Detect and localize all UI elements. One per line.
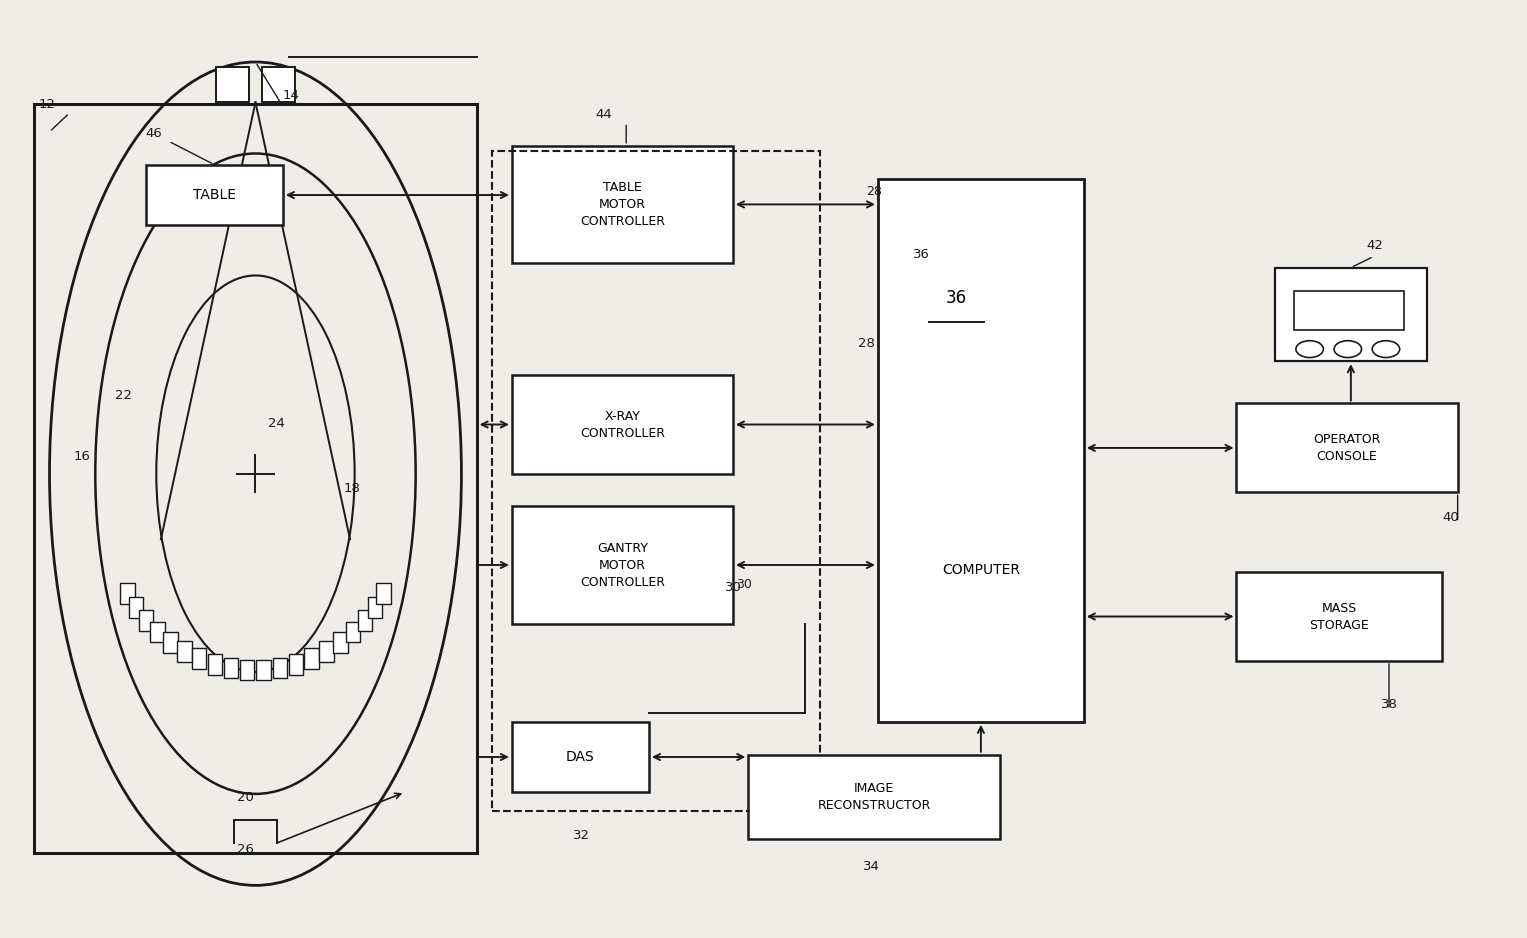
Bar: [878, 178, 1084, 722]
Bar: [240, 659, 255, 680]
Text: 36: 36: [913, 249, 930, 262]
Text: OPERATOR
CONSOLE: OPERATOR CONSOLE: [1313, 433, 1380, 463]
Text: 12: 12: [38, 98, 56, 112]
Bar: [492, 151, 820, 810]
Bar: [273, 658, 287, 678]
Bar: [121, 582, 134, 603]
Text: TABLE: TABLE: [192, 188, 235, 202]
Text: GANTRY
MOTOR
CONTROLLER: GANTRY MOTOR CONTROLLER: [580, 541, 664, 588]
Text: 16: 16: [73, 449, 90, 462]
Bar: [261, 67, 295, 102]
Bar: [151, 622, 165, 643]
Text: X-RAY
CONTROLLER: X-RAY CONTROLLER: [580, 410, 664, 440]
Bar: [748, 755, 1000, 839]
Bar: [512, 507, 733, 624]
Bar: [512, 722, 649, 792]
Text: 44: 44: [596, 108, 612, 121]
Text: MASS
STORAGE: MASS STORAGE: [1310, 601, 1370, 631]
Bar: [368, 597, 382, 617]
Bar: [145, 164, 282, 225]
Bar: [333, 632, 348, 653]
Bar: [1275, 267, 1428, 361]
Bar: [215, 67, 249, 102]
Text: 20: 20: [237, 792, 253, 805]
Text: 24: 24: [267, 416, 284, 430]
Bar: [139, 610, 153, 630]
Text: TABLE
MOTOR
CONTROLLER: TABLE MOTOR CONTROLLER: [580, 181, 664, 228]
Text: 46: 46: [145, 127, 162, 140]
Bar: [128, 597, 144, 617]
Text: 34: 34: [863, 860, 880, 873]
Bar: [1237, 572, 1443, 661]
Bar: [289, 654, 304, 674]
Text: 22: 22: [115, 388, 133, 401]
Bar: [1237, 403, 1458, 492]
Bar: [304, 648, 319, 669]
Bar: [177, 642, 192, 661]
Bar: [163, 632, 177, 653]
Bar: [512, 375, 733, 474]
Text: COMPUTER: COMPUTER: [942, 563, 1020, 577]
Bar: [223, 658, 238, 678]
Text: 42: 42: [1367, 239, 1383, 252]
Bar: [34, 104, 476, 853]
Bar: [208, 654, 221, 674]
Text: 32: 32: [573, 829, 589, 842]
Text: 28: 28: [866, 185, 881, 198]
Text: 36: 36: [945, 289, 967, 307]
Text: 28: 28: [858, 338, 875, 350]
Bar: [257, 659, 270, 680]
Text: DAS: DAS: [567, 750, 596, 764]
Text: 14: 14: [282, 89, 299, 102]
Text: 40: 40: [1443, 510, 1460, 523]
Text: 30: 30: [725, 581, 742, 594]
Text: 26: 26: [237, 843, 253, 856]
Bar: [192, 648, 206, 669]
Bar: [376, 582, 391, 603]
Bar: [357, 610, 373, 630]
Text: 30: 30: [736, 579, 751, 592]
Text: 18: 18: [344, 482, 360, 495]
Bar: [347, 622, 360, 643]
Text: 38: 38: [1382, 698, 1399, 711]
Bar: [1295, 291, 1405, 330]
Bar: [512, 146, 733, 263]
Bar: [319, 642, 334, 661]
Text: IMAGE
RECONSTRUCTOR: IMAGE RECONSTRUCTOR: [817, 781, 931, 811]
